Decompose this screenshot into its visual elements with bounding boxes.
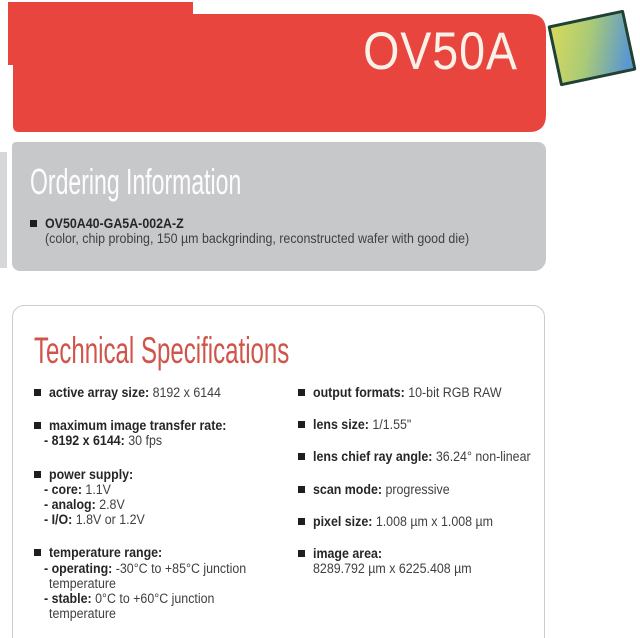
specs-left-column: active array size: 8192 x 6144 maximum im…: [34, 385, 286, 638]
ordering-left-tab: [0, 152, 7, 268]
spec-line: maximum image transfer rate:: [49, 418, 227, 434]
spec-item: maximum image transfer rate: - 8192 x 614…: [34, 418, 286, 448]
part-number: OV50A40-GA5A-002A-Z: [45, 216, 184, 231]
spec-item: lens size: 1/1.55": [298, 417, 548, 432]
spec-line: lens size: 1/1.55": [313, 417, 412, 433]
spec-line: (color, chip probing, 150 µm backgrindin…: [45, 231, 506, 246]
technical-specs-title: Technical Specifications: [34, 330, 290, 371]
spec-line: temperature range:: [49, 545, 163, 561]
spec-line: temperature: [49, 606, 116, 622]
spec-line: - stable: 0°C to +60°C junction: [44, 591, 215, 607]
spec-line: - analog: 2.8V: [44, 497, 125, 513]
specs-right-column: output formats: 10-bit RGB RAW lens size:…: [298, 385, 548, 593]
bullet-square-icon: [34, 470, 41, 478]
spec-line: - 8192 x 6144: 30 fps: [44, 433, 163, 449]
spec-line: power supply:: [49, 466, 134, 482]
part-description: (color, chip probing, 150 µm backgrindin…: [45, 231, 470, 247]
spec-line: lens chief ray angle: 36.24° non-linear: [313, 449, 531, 465]
bullet-square-icon: [34, 549, 41, 557]
spec-line: active array size: 8192 x 6144: [49, 385, 221, 400]
spec-item: scan mode: progressive: [298, 482, 548, 497]
bullet-square-icon: [298, 389, 305, 396]
bullet-square-icon: [298, 485, 305, 493]
bullet-square-icon: [298, 550, 305, 558]
spec-line: - I/O: 1.8V or 1.2V: [44, 512, 145, 528]
technical-specs-section: Technical Specifications active array si…: [12, 305, 545, 638]
bullet-square-icon: [34, 389, 41, 396]
spec-item: pixel size: 1.008 µm x 1.008 µm: [298, 514, 548, 529]
spec-line: image area:: [313, 546, 383, 562]
ordering-item: OV50A40-GA5A-002A-Z (color, chip probing…: [30, 216, 506, 246]
spec-item: active array size: 8192 x 6144: [34, 385, 286, 400]
spec-item: output formats: 10-bit RGB RAW: [298, 385, 548, 400]
ordering-info-title: Ordering Information: [30, 161, 242, 202]
spec-item: temperature range: - operating: -30°C to …: [34, 545, 286, 621]
spec-line: - core: 1.1V: [44, 481, 111, 497]
spec-item: image area: 8289.792 µm x 6225.408 µm: [298, 546, 548, 576]
spec-line: 8289.792 µm x 6225.408 µm: [313, 561, 472, 577]
spec-item: power supply: - core: 1.1V - analog: 2.8V -…: [34, 467, 286, 528]
spec-line: output formats: 10-bit RGB RAW: [313, 385, 502, 400]
product-name: OV50A: [363, 22, 518, 81]
header-red-banner: [8, 2, 546, 132]
ordering-info-section: Ordering Information OV50A40-GA5A-002A-Z…: [12, 142, 546, 271]
ordering-item-lines: OV50A40-GA5A-002A-Z (color, chip probing…: [45, 216, 506, 246]
spec-line: pixel size: 1.008 µm x 1.008 µm: [313, 513, 494, 529]
spec-line: scan mode: progressive: [313, 481, 450, 497]
spec-line: - operating: -30°C to +85°C junction: [44, 560, 247, 576]
spec-item: lens chief ray angle: 36.24° non-linear: [298, 449, 548, 464]
bullet-square-icon: [34, 422, 41, 430]
bullet-square-icon: [298, 421, 305, 429]
spec-line: temperature: [49, 575, 116, 591]
bullet-square-icon: [298, 453, 305, 461]
bullet-square-icon: [298, 517, 305, 525]
bullet-square-icon: [30, 220, 37, 227]
spec-line: OV50A40-GA5A-002A-Z: [45, 216, 506, 231]
